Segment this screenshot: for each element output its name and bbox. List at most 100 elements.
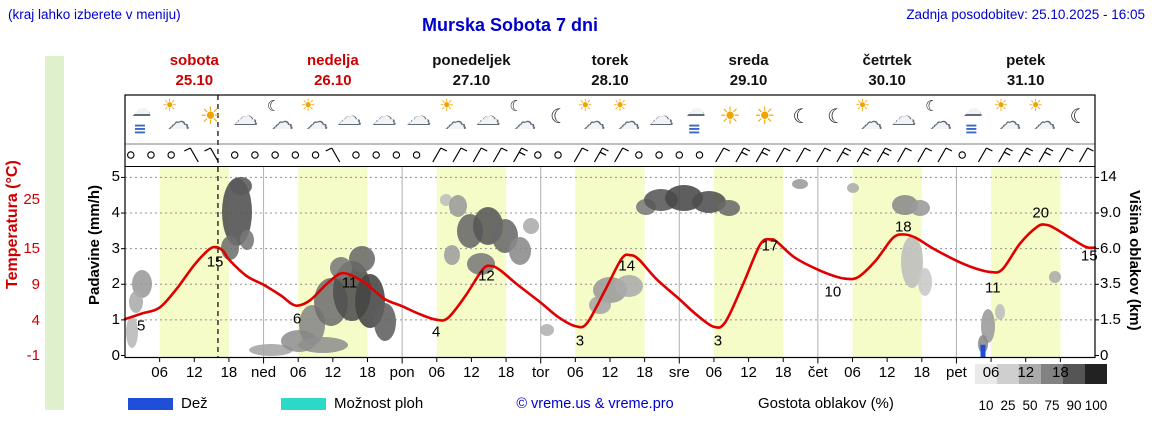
wind-barb-icon bbox=[1078, 147, 1088, 163]
precip-tick-label: 2 bbox=[111, 275, 120, 293]
day-name: petek bbox=[1006, 52, 1046, 69]
wind-barb-icon bbox=[816, 147, 826, 163]
wind-barb-icon bbox=[876, 147, 886, 163]
time-tick-label: 12 bbox=[1017, 364, 1035, 381]
sun-cloud-icon: ☀ ☁ ☁ bbox=[437, 96, 471, 142]
wind-barb-icon bbox=[998, 147, 1008, 163]
cloud-blob bbox=[222, 178, 252, 246]
temp-tick-label: 9 bbox=[31, 275, 40, 293]
time-tick-label: 06 bbox=[428, 364, 446, 381]
wind-fog-icon: ☁ ☁ ≡ bbox=[957, 96, 991, 142]
wind-barb-icon bbox=[209, 147, 220, 163]
wind-barb-icon bbox=[775, 147, 785, 163]
cloud-blob bbox=[298, 337, 348, 353]
moon-cloud-icon: ☾ ☁ ☁ bbox=[264, 96, 298, 142]
sidebar-colorbar bbox=[45, 56, 64, 410]
cloud-blob bbox=[374, 303, 396, 341]
icon-glyph: ☀ bbox=[854, 96, 871, 116]
wind-barb-icon bbox=[593, 147, 603, 163]
wind-barb-feather bbox=[741, 151, 748, 156]
day-date: 31.10 bbox=[1006, 72, 1045, 89]
wind-barb-icon bbox=[1018, 147, 1028, 163]
icon-glyph: ☁ bbox=[931, 112, 951, 134]
sun-cloud-icon: ☀ ☁ ☁ bbox=[160, 96, 194, 142]
wind-calm-icon bbox=[230, 151, 239, 159]
precip-tick-label: 4 bbox=[111, 204, 120, 222]
wind-barb-feather bbox=[743, 147, 751, 152]
temp-value-label: 14 bbox=[618, 257, 636, 275]
day-name: ponedeljek bbox=[432, 52, 511, 69]
temp-tick-label: 25 bbox=[23, 191, 40, 208]
cloud-icon: ☁ ☁ bbox=[645, 96, 679, 142]
cloud-blob bbox=[995, 304, 1005, 320]
density-tick-label: 25 bbox=[1000, 398, 1016, 413]
icon-glyph: ☁ bbox=[232, 102, 259, 132]
wind-calm-icon bbox=[147, 151, 155, 159]
icon-glyph: ☁ bbox=[336, 102, 363, 132]
wind-barb-icon bbox=[796, 147, 806, 163]
precip-tick-label: 0 bbox=[111, 346, 120, 364]
wind-barb-icon bbox=[513, 147, 523, 163]
cloud-blob bbox=[230, 177, 252, 195]
icon-glyph: ☀ bbox=[612, 96, 628, 116]
icon-glyph: ☁ bbox=[1035, 112, 1055, 134]
cloud-icon: ☁ ☁ bbox=[472, 96, 506, 142]
icon-glyph: ☁ bbox=[687, 99, 705, 119]
wind-barb-feather bbox=[440, 147, 448, 152]
cloud-blob bbox=[249, 344, 293, 356]
sun-cloud-icon: ☀ ☁ ☁ bbox=[1026, 96, 1060, 142]
cloud-blob bbox=[509, 237, 531, 265]
icon-glyph: ☾ bbox=[1069, 104, 1088, 128]
wind-barb-feather bbox=[864, 147, 872, 152]
icon-glyph: ☁ bbox=[647, 102, 674, 132]
day-name: sobota bbox=[169, 52, 219, 69]
icon-glyph: ☁ bbox=[861, 112, 881, 134]
icon-glyph: ☾ bbox=[792, 104, 811, 128]
wind-barb-feather bbox=[862, 151, 870, 156]
day-date: 29.10 bbox=[729, 72, 768, 89]
cloud-icon: ☁ ☁ bbox=[368, 96, 402, 142]
temp-value-label: 15 bbox=[1080, 247, 1098, 265]
wind-barb-feather bbox=[986, 147, 993, 152]
precip-tick-label: 1 bbox=[111, 310, 120, 328]
wind-barb-icon bbox=[573, 147, 583, 163]
cloud-height-tick-label: 0 bbox=[1100, 346, 1109, 364]
cloud-height-tick-label: 14 bbox=[1100, 168, 1117, 186]
cloud-density-legend-label: Gostota oblakov (%) bbox=[758, 395, 894, 412]
day-date: 30.10 bbox=[868, 72, 906, 89]
wind-barb-feather bbox=[784, 147, 791, 152]
wind-calm-icon bbox=[958, 151, 966, 159]
wind-barb-icon bbox=[715, 147, 725, 163]
wind-calm-icon bbox=[352, 151, 360, 159]
wind-barb-feather bbox=[521, 147, 528, 152]
cloud-blob bbox=[540, 324, 554, 336]
icon-glyph: ☀ bbox=[439, 96, 455, 116]
icon-glyph: ☁ bbox=[859, 109, 883, 135]
wind-barb-feather bbox=[204, 147, 211, 152]
density-segment bbox=[1019, 364, 1041, 384]
wind-barb-feather bbox=[945, 147, 953, 152]
wind-barb-feather bbox=[1066, 147, 1074, 152]
density-tick-label: 90 bbox=[1066, 398, 1082, 413]
menu-hint: (kraj lahko izberete v meniju) bbox=[8, 7, 181, 22]
temp-value-label: 20 bbox=[1032, 204, 1050, 222]
icon-glyph: ☁ bbox=[307, 112, 327, 134]
icon-glyph: ☀ bbox=[753, 102, 776, 130]
day-name: torek bbox=[591, 52, 629, 69]
icon-glyph: ☀ bbox=[1028, 96, 1044, 116]
time-tick-label: 12 bbox=[878, 364, 896, 381]
icon-glyph: ☾ bbox=[266, 97, 281, 115]
wind-barb-feather bbox=[882, 151, 890, 156]
sun-icon: ☀ bbox=[714, 96, 748, 142]
icon-glyph: ☁ bbox=[446, 112, 466, 134]
cloud-blob bbox=[901, 236, 923, 288]
cloud-blob bbox=[981, 309, 995, 343]
wind-barb-feather bbox=[723, 147, 730, 152]
moon-icon: ☾ bbox=[541, 96, 575, 142]
wind-barb-icon bbox=[836, 147, 846, 163]
icon-glyph: ☁ bbox=[892, 105, 915, 130]
copyright-link[interactable]: © vreme.us & vreme.pro bbox=[516, 396, 674, 412]
sun-cloud-icon: ☀ ☁ ☁ bbox=[576, 96, 610, 142]
wind-barb-feather bbox=[622, 147, 629, 152]
icon-glyph: ☁ bbox=[168, 112, 188, 134]
